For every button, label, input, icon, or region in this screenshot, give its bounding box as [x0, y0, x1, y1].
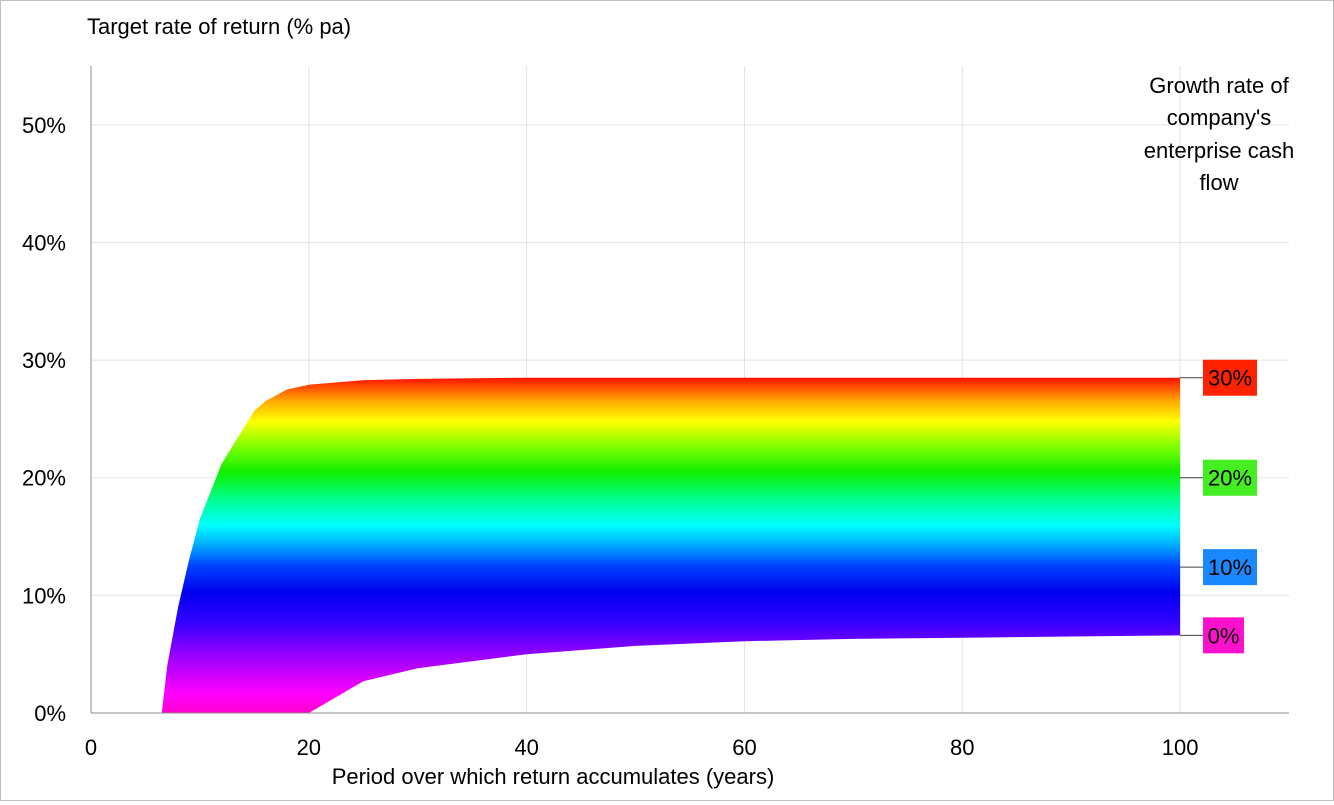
y-tick-label: 50%: [22, 113, 66, 138]
legend-title-line: flow: [1199, 170, 1238, 195]
y-tick-label: 0%: [34, 701, 66, 726]
legend-title: Growth rate of company's enterprise cash…: [1144, 73, 1294, 195]
series-label-box: [1203, 459, 1257, 496]
series-label: 10%: [1208, 555, 1252, 580]
x-tick-label: 60: [732, 735, 756, 760]
rainbow-band: [161, 377, 1181, 713]
series-label: 20%: [1208, 466, 1252, 491]
x-tick-label: 40: [514, 735, 538, 760]
y-tick-label: 40%: [22, 230, 66, 255]
x-axis-title: Period over which return accumulates (ye…: [332, 764, 775, 789]
series-label-box: [1203, 549, 1257, 586]
series-label: 30%: [1208, 366, 1252, 391]
legend-title-line: enterprise cash: [1144, 138, 1294, 163]
series-label: 0%: [1208, 623, 1240, 648]
series-label-box: [1203, 359, 1257, 396]
series-label-box: [1203, 617, 1244, 654]
x-tick-label: 20: [297, 735, 321, 760]
series-labels: 30% 20% 10% 0%: [1180, 359, 1257, 654]
legend-title-line: company's: [1167, 105, 1271, 130]
axes: [90, 66, 1289, 714]
legend-title-line: Growth rate of: [1149, 73, 1289, 98]
rainbow-area: [161, 377, 1181, 713]
x-tick-label: 80: [950, 735, 974, 760]
y-axis-title: Target rate of return (% pa): [87, 14, 351, 39]
tick-labels: 0 20 40 60 80 100 0% 10% 20% 30% 40% 50%: [22, 113, 1198, 760]
x-tick-label: 100: [1162, 735, 1199, 760]
y-tick-label: 30%: [22, 348, 66, 373]
x-tick-label: 0: [85, 735, 97, 760]
y-tick-label: 20%: [22, 466, 66, 491]
y-tick-label: 10%: [22, 583, 66, 608]
